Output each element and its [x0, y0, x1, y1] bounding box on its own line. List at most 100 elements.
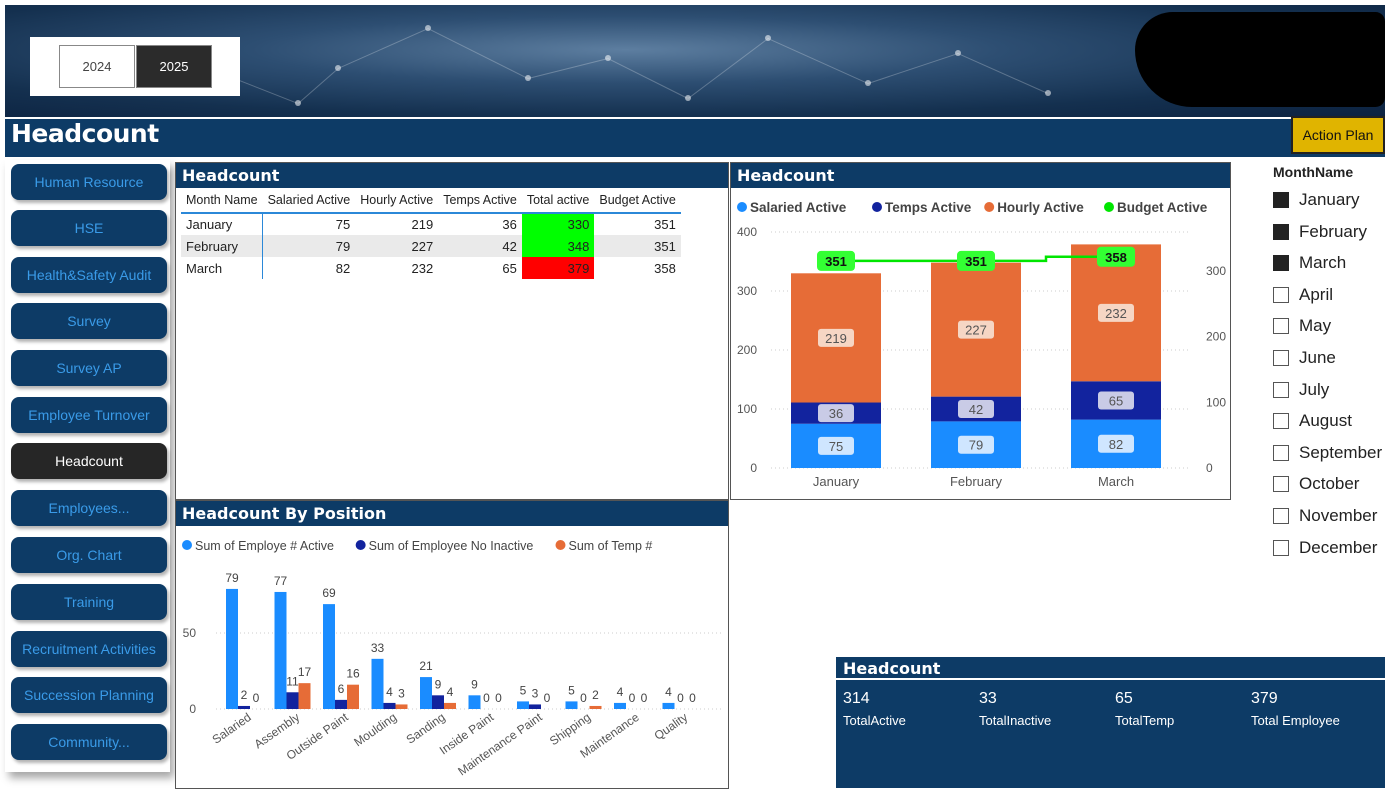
bar-sum-of-temp[interactable]	[444, 702, 456, 709]
month-label: December	[1299, 537, 1378, 557]
bar-sum-of-employee-no-inactive[interactable]	[335, 699, 347, 709]
data-label: 69	[322, 586, 336, 600]
legend-budget-active[interactable]: Budget Active	[1117, 200, 1208, 215]
nav-org-chart-button[interactable]: Org. Chart	[11, 537, 167, 573]
bar-sum-of-employe-active[interactable]	[371, 658, 384, 709]
month-item-june[interactable]: June	[1273, 347, 1336, 369]
checkbox-icon[interactable]	[1273, 381, 1289, 398]
column-header-total-active[interactable]: Total active	[521, 191, 595, 214]
bar-sum-of-employee-no-inactive[interactable]	[432, 695, 444, 709]
table-cell-temps-active: 36	[502, 217, 517, 232]
data-label: 232	[1105, 306, 1127, 321]
checkbox-icon[interactable]	[1273, 286, 1289, 303]
checkbox-icon[interactable]	[1273, 444, 1289, 461]
nav-survey-ap-button[interactable]: Survey AP	[11, 350, 167, 386]
month-item-february[interactable]: February	[1273, 221, 1367, 243]
page-title: Headcount	[11, 119, 159, 148]
data-label-bg	[1098, 303, 1134, 322]
nav-training-button[interactable]: Training	[11, 584, 167, 620]
column-header-month-name[interactable]: Month Name	[181, 191, 263, 214]
bar-sum-of-temp[interactable]	[395, 704, 408, 709]
nav-employees-button[interactable]: Employees...	[11, 490, 167, 526]
month-item-august[interactable]: August	[1273, 410, 1352, 432]
checkbox-icon[interactable]	[1273, 413, 1289, 430]
year-2024-button[interactable]: 2024	[59, 45, 135, 88]
legend-temps-active[interactable]: Temps Active	[885, 200, 972, 215]
month-item-december[interactable]: December	[1273, 537, 1377, 559]
data-label: 75	[829, 439, 843, 454]
bar-sum-of-employe-active[interactable]	[468, 695, 481, 709]
data-label: 227	[965, 323, 987, 338]
data-label: 0	[483, 691, 490, 705]
checkbox-icon[interactable]	[1273, 255, 1289, 272]
bar-sum-of-employe-active[interactable]	[517, 701, 529, 709]
bar-sum-of-employe-active[interactable]	[323, 604, 335, 709]
data-label: 21	[419, 659, 433, 673]
legend-sum-of-employe-active[interactable]: Sum of Employe # Active	[195, 539, 334, 553]
table-cell-temps-active: 65	[502, 260, 517, 276]
month-item-july[interactable]: July	[1273, 379, 1329, 401]
kpi-value-totaltemp: 65	[1115, 690, 1133, 707]
nav-employee-turnover-button[interactable]: Employee Turnover	[11, 397, 167, 433]
banner-link	[607, 58, 688, 99]
legend-salaried-active[interactable]: Salaried Active	[750, 200, 847, 215]
month-item-may[interactable]: May	[1273, 315, 1331, 337]
checkbox-icon[interactable]	[1273, 350, 1289, 366]
bar-sum-of-employee-no-inactive[interactable]	[286, 692, 299, 709]
legend-marker	[737, 202, 747, 212]
checkbox-icon[interactable]	[1273, 318, 1289, 335]
column-header-temps-active[interactable]: Temps Active	[438, 191, 522, 214]
bar-sum-of-temp[interactable]	[589, 705, 602, 709]
bar-sum-of-employe-active[interactable]	[420, 677, 432, 709]
bar-sum-of-employe-active[interactable]	[274, 591, 287, 709]
nav-headcount-button[interactable]: Headcount	[11, 443, 167, 479]
bar-sum-of-temp[interactable]	[298, 683, 311, 709]
legend-hourly-active[interactable]: Hourly Active	[997, 200, 1084, 215]
budget-line[interactable]	[836, 255, 1116, 263]
month-item-january[interactable]: January	[1273, 189, 1359, 211]
table-header-row: Month Name Salaried Active Hourly Active Te…	[181, 191, 681, 214]
checkbox-icon[interactable]	[1273, 223, 1289, 240]
action-plan-button[interactable]: Action Plan	[1291, 116, 1385, 154]
month-item-march[interactable]: March	[1273, 252, 1346, 274]
column-header-budget-active[interactable]: Budget Active	[594, 191, 681, 214]
month-label: August	[1299, 411, 1352, 431]
checkbox-icon[interactable]	[1273, 508, 1289, 524]
month-item-november[interactable]: November	[1273, 505, 1377, 527]
nav-survey-button[interactable]: Survey	[11, 303, 167, 339]
bar-sum-of-temp[interactable]	[347, 684, 359, 709]
month-item-september[interactable]: September	[1273, 442, 1382, 464]
checkbox-icon[interactable]	[1273, 192, 1289, 208]
month-label: November	[1299, 506, 1378, 525]
column-header-salaried-active[interactable]: Salaried Active	[262, 191, 356, 214]
legend-sum-of-employee-no-inactive[interactable]: Sum of Employee No Inactive	[369, 539, 534, 553]
bar-sum-of-employee-no-inactive[interactable]	[383, 702, 396, 709]
bar-sum-of-employee-no-inactive[interactable]	[529, 704, 541, 709]
data-label: 4	[447, 685, 454, 699]
nav-community-button[interactable]: Community...	[11, 724, 167, 760]
bar-sum-of-employee-no-inactive[interactable]	[238, 705, 250, 709]
bar-sum-of-employe-active[interactable]	[662, 702, 675, 709]
column-header-hourly-active[interactable]: Hourly Active	[355, 191, 439, 214]
month-item-april[interactable]: April	[1273, 284, 1333, 306]
table-title: Headcount	[176, 163, 728, 188]
data-label: 9	[471, 677, 478, 691]
data-label: 0	[629, 691, 636, 705]
x-tick-label: Quality	[652, 710, 691, 743]
month-slicer-title: MonthName	[1273, 164, 1354, 180]
year-2025-button[interactable]: 2025	[136, 45, 212, 88]
x-tick-label: Moulding	[351, 710, 399, 749]
checkbox-icon[interactable]	[1273, 476, 1289, 493]
legend-sum-of-temp[interactable]: Sum of Temp #	[569, 539, 653, 553]
nav-hse-button[interactable]: HSE	[11, 210, 167, 246]
nav-succession-planning-button[interactable]: Succession Planning	[11, 677, 167, 713]
nav-health-safety-audit-button[interactable]: Health&Safety Audit	[11, 257, 167, 293]
nav-human-resource-button[interactable]: Human Resource	[11, 164, 167, 200]
bar-sum-of-employe-active[interactable]	[614, 702, 626, 709]
month-item-october[interactable]: October	[1273, 473, 1359, 495]
nav-recruitment-activities-button[interactable]: Recruitment Activities	[11, 631, 167, 667]
bar-sum-of-employe-active[interactable]	[226, 588, 238, 709]
bar-sum-of-employe-active[interactable]	[565, 701, 578, 709]
checkbox-icon[interactable]	[1273, 539, 1289, 556]
y-tick-label: 300	[737, 284, 757, 298]
